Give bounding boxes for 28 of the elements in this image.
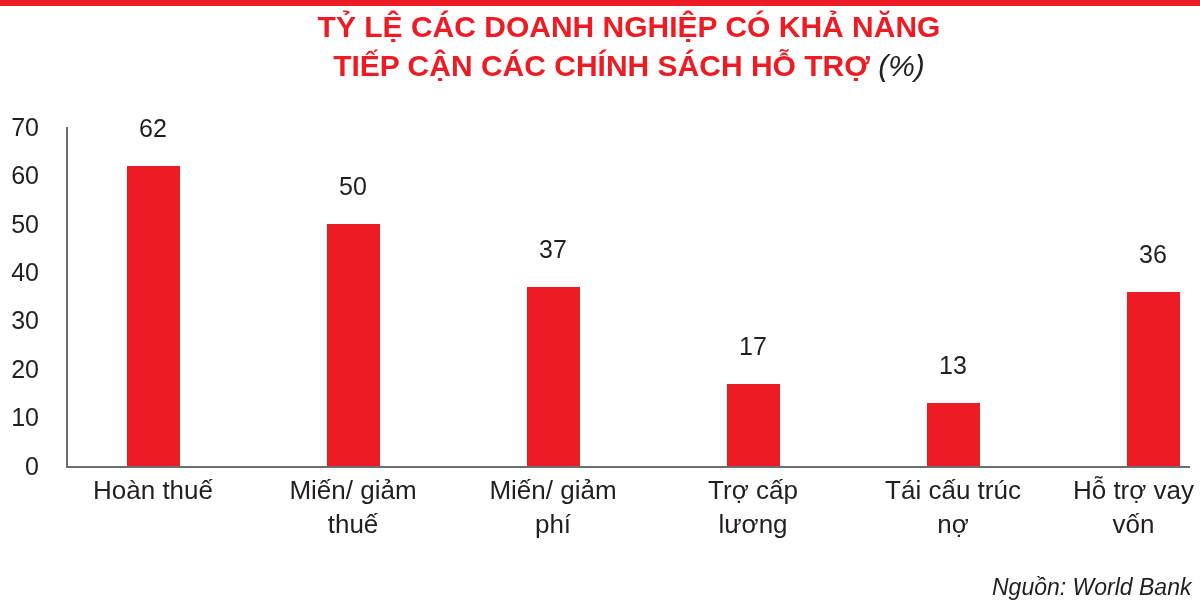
y-tick-label: 60 — [11, 161, 39, 190]
bar — [127, 166, 180, 466]
y-tick-label: 30 — [11, 306, 39, 335]
x-tick-label: Trợ cấp lương — [708, 475, 798, 539]
data-label: 62 — [139, 114, 167, 142]
bar — [527, 287, 580, 466]
bar — [1127, 292, 1180, 466]
bar — [327, 224, 380, 466]
y-tick-label: 0 — [25, 451, 39, 480]
x-tick-label: Miến/ giảm thuế — [289, 475, 417, 539]
x-tick-label: Hoàn thuế — [93, 475, 214, 506]
y-tick-label: 50 — [11, 209, 39, 238]
y-tick-label: 20 — [11, 354, 39, 383]
x-tick-label: Tái cấu trúc nợ — [885, 475, 1021, 539]
data-label: 37 — [539, 235, 567, 263]
data-label: 17 — [739, 332, 767, 360]
chart-title: TỶ LỆ CÁC DOANH NGHIỆP CÓ KHẢ NĂNG TIẾP CẬN CÁC CHÍNH SÁCH HỖ TRỢ (%) — [317, 9, 941, 82]
bar — [727, 384, 780, 466]
x-tick-label: Hỗ trợ vay vốn — [1072, 475, 1194, 539]
data-label: 36 — [1139, 240, 1167, 268]
data-label: 50 — [339, 172, 367, 200]
bar — [927, 403, 980, 466]
text: Nguồn: World Bank — [992, 574, 1193, 600]
y-tick-label: 10 — [11, 403, 39, 432]
y-tick-label: 40 — [11, 258, 39, 287]
x-tick-label: Miến/ giảm phí — [489, 475, 617, 539]
y-tick-label: 70 — [11, 112, 39, 141]
data-label: 13 — [939, 351, 967, 379]
